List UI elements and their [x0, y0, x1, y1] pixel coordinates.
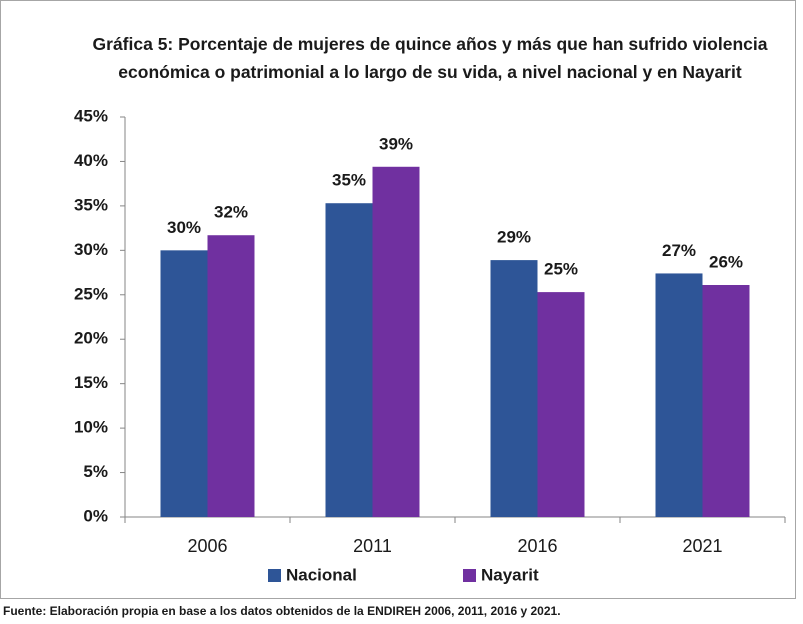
value-label: 30% [167, 218, 201, 237]
bar [325, 203, 373, 517]
y-tick-label: 0% [83, 506, 108, 525]
y-tick-label: 20% [74, 329, 108, 348]
bar [702, 285, 750, 517]
value-label: 26% [709, 252, 743, 271]
bar [537, 292, 585, 517]
value-label: 29% [497, 228, 531, 247]
value-label: 39% [379, 134, 413, 153]
bar [160, 250, 208, 518]
legend-swatch [268, 569, 281, 582]
bar [655, 273, 703, 517]
chart-title: Gráfica 5: Porcentaje de mujeres de quin… [92, 34, 768, 82]
legend-label: Nacional [286, 565, 357, 584]
value-label: 27% [662, 241, 696, 260]
x-tick-label: 2021 [682, 536, 722, 556]
y-tick-label: 30% [74, 240, 108, 259]
value-label: 35% [332, 171, 366, 190]
legend-swatch [463, 569, 476, 582]
x-tick-label: 2011 [353, 536, 392, 556]
y-tick-label: 40% [74, 151, 108, 170]
y-tick-label: 10% [74, 418, 108, 437]
y-tick-label: 45% [74, 106, 108, 125]
y-tick-label: 5% [83, 462, 108, 481]
bar [207, 235, 255, 517]
y-tick-label: 15% [74, 373, 108, 392]
y-tick-label: 35% [74, 195, 108, 214]
legend-label: Nayarit [481, 565, 539, 584]
value-label: 32% [214, 203, 248, 222]
x-tick-label: 2006 [187, 536, 227, 556]
value-label: 25% [544, 260, 578, 279]
bar [490, 260, 538, 517]
y-tick-label: 25% [74, 284, 108, 303]
x-tick-label: 2016 [517, 536, 557, 556]
bar [372, 166, 420, 517]
source-note: Fuente: Elaboración propia en base a los… [3, 604, 561, 618]
